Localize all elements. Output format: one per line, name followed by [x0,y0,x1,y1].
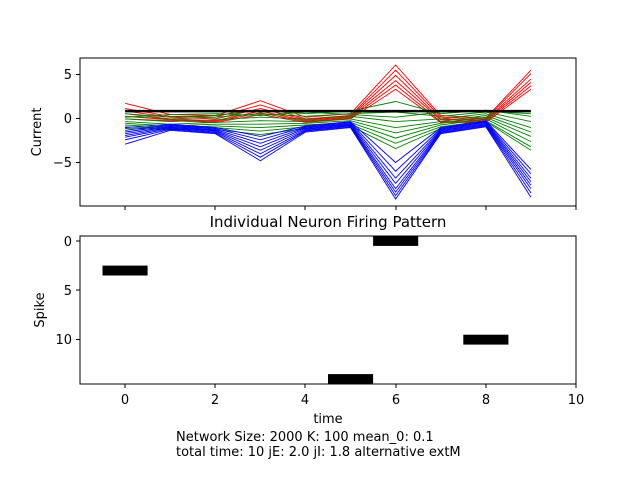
current-y-ticks: 5 0 −5 [53,68,80,171]
blue-current-trace [124,126,532,200]
green-current-trace [125,115,532,133]
x-tick-label: 6 [392,393,400,408]
spike-plot-frame [79,235,577,385]
current-y-label: Current [30,108,45,157]
current-x-ticks [124,206,577,210]
spike-marks [102,236,509,384]
y-tick-label: 0 [64,235,72,250]
y-tick-label: −5 [53,156,72,171]
green-current-trace [125,111,531,123]
x-tick-label: 4 [301,393,309,408]
y-tick-label: 0 [64,112,72,127]
blue-current-trace [125,121,532,175]
blue-current-trace [125,122,532,185]
spike-x-ticks: 0 2 4 6 8 10 [121,384,584,408]
spike-mark [373,236,419,246]
blue-current-trace [125,120,532,170]
blue-current-trace [125,124,532,193]
spike-plot-title: Individual Neuron Firing Pattern [210,213,447,231]
spike-mark [328,374,374,384]
current-plot: 5 0 −5 Current [30,57,577,210]
y-tick-label: 5 [64,68,72,83]
spike-x-label: time [313,412,342,427]
blue-current-trace [124,125,532,197]
current-traces [124,64,532,200]
spike-raster-plot: Individual Neuron Firing Pattern 0 5 10 … [33,213,584,427]
y-tick-label: 10 [55,333,72,348]
x-tick-label: 0 [121,393,129,408]
spike-y-ticks: 0 5 10 [55,235,80,348]
caption-line-1: Network Size: 2000 K: 100 mean_0: 0.1 [176,430,434,445]
blue-current-trace [125,123,532,190]
x-tick-label: 2 [211,393,219,408]
x-tick-label: 10 [568,393,585,408]
spike-mark [463,334,509,345]
current-plot-frame [79,57,577,207]
green-current-trace [125,116,532,137]
caption-line-2: total time: 10 jE: 2.0 jI: 1.8 alternati… [176,445,461,460]
y-tick-label: 5 [64,284,72,299]
spike-y-label: Spike [33,292,48,327]
x-tick-label: 8 [482,393,490,408]
blue-current-trace [125,121,532,179]
green-current-trace [125,113,532,129]
spike-mark [102,265,148,276]
red-current-trace [125,84,532,123]
